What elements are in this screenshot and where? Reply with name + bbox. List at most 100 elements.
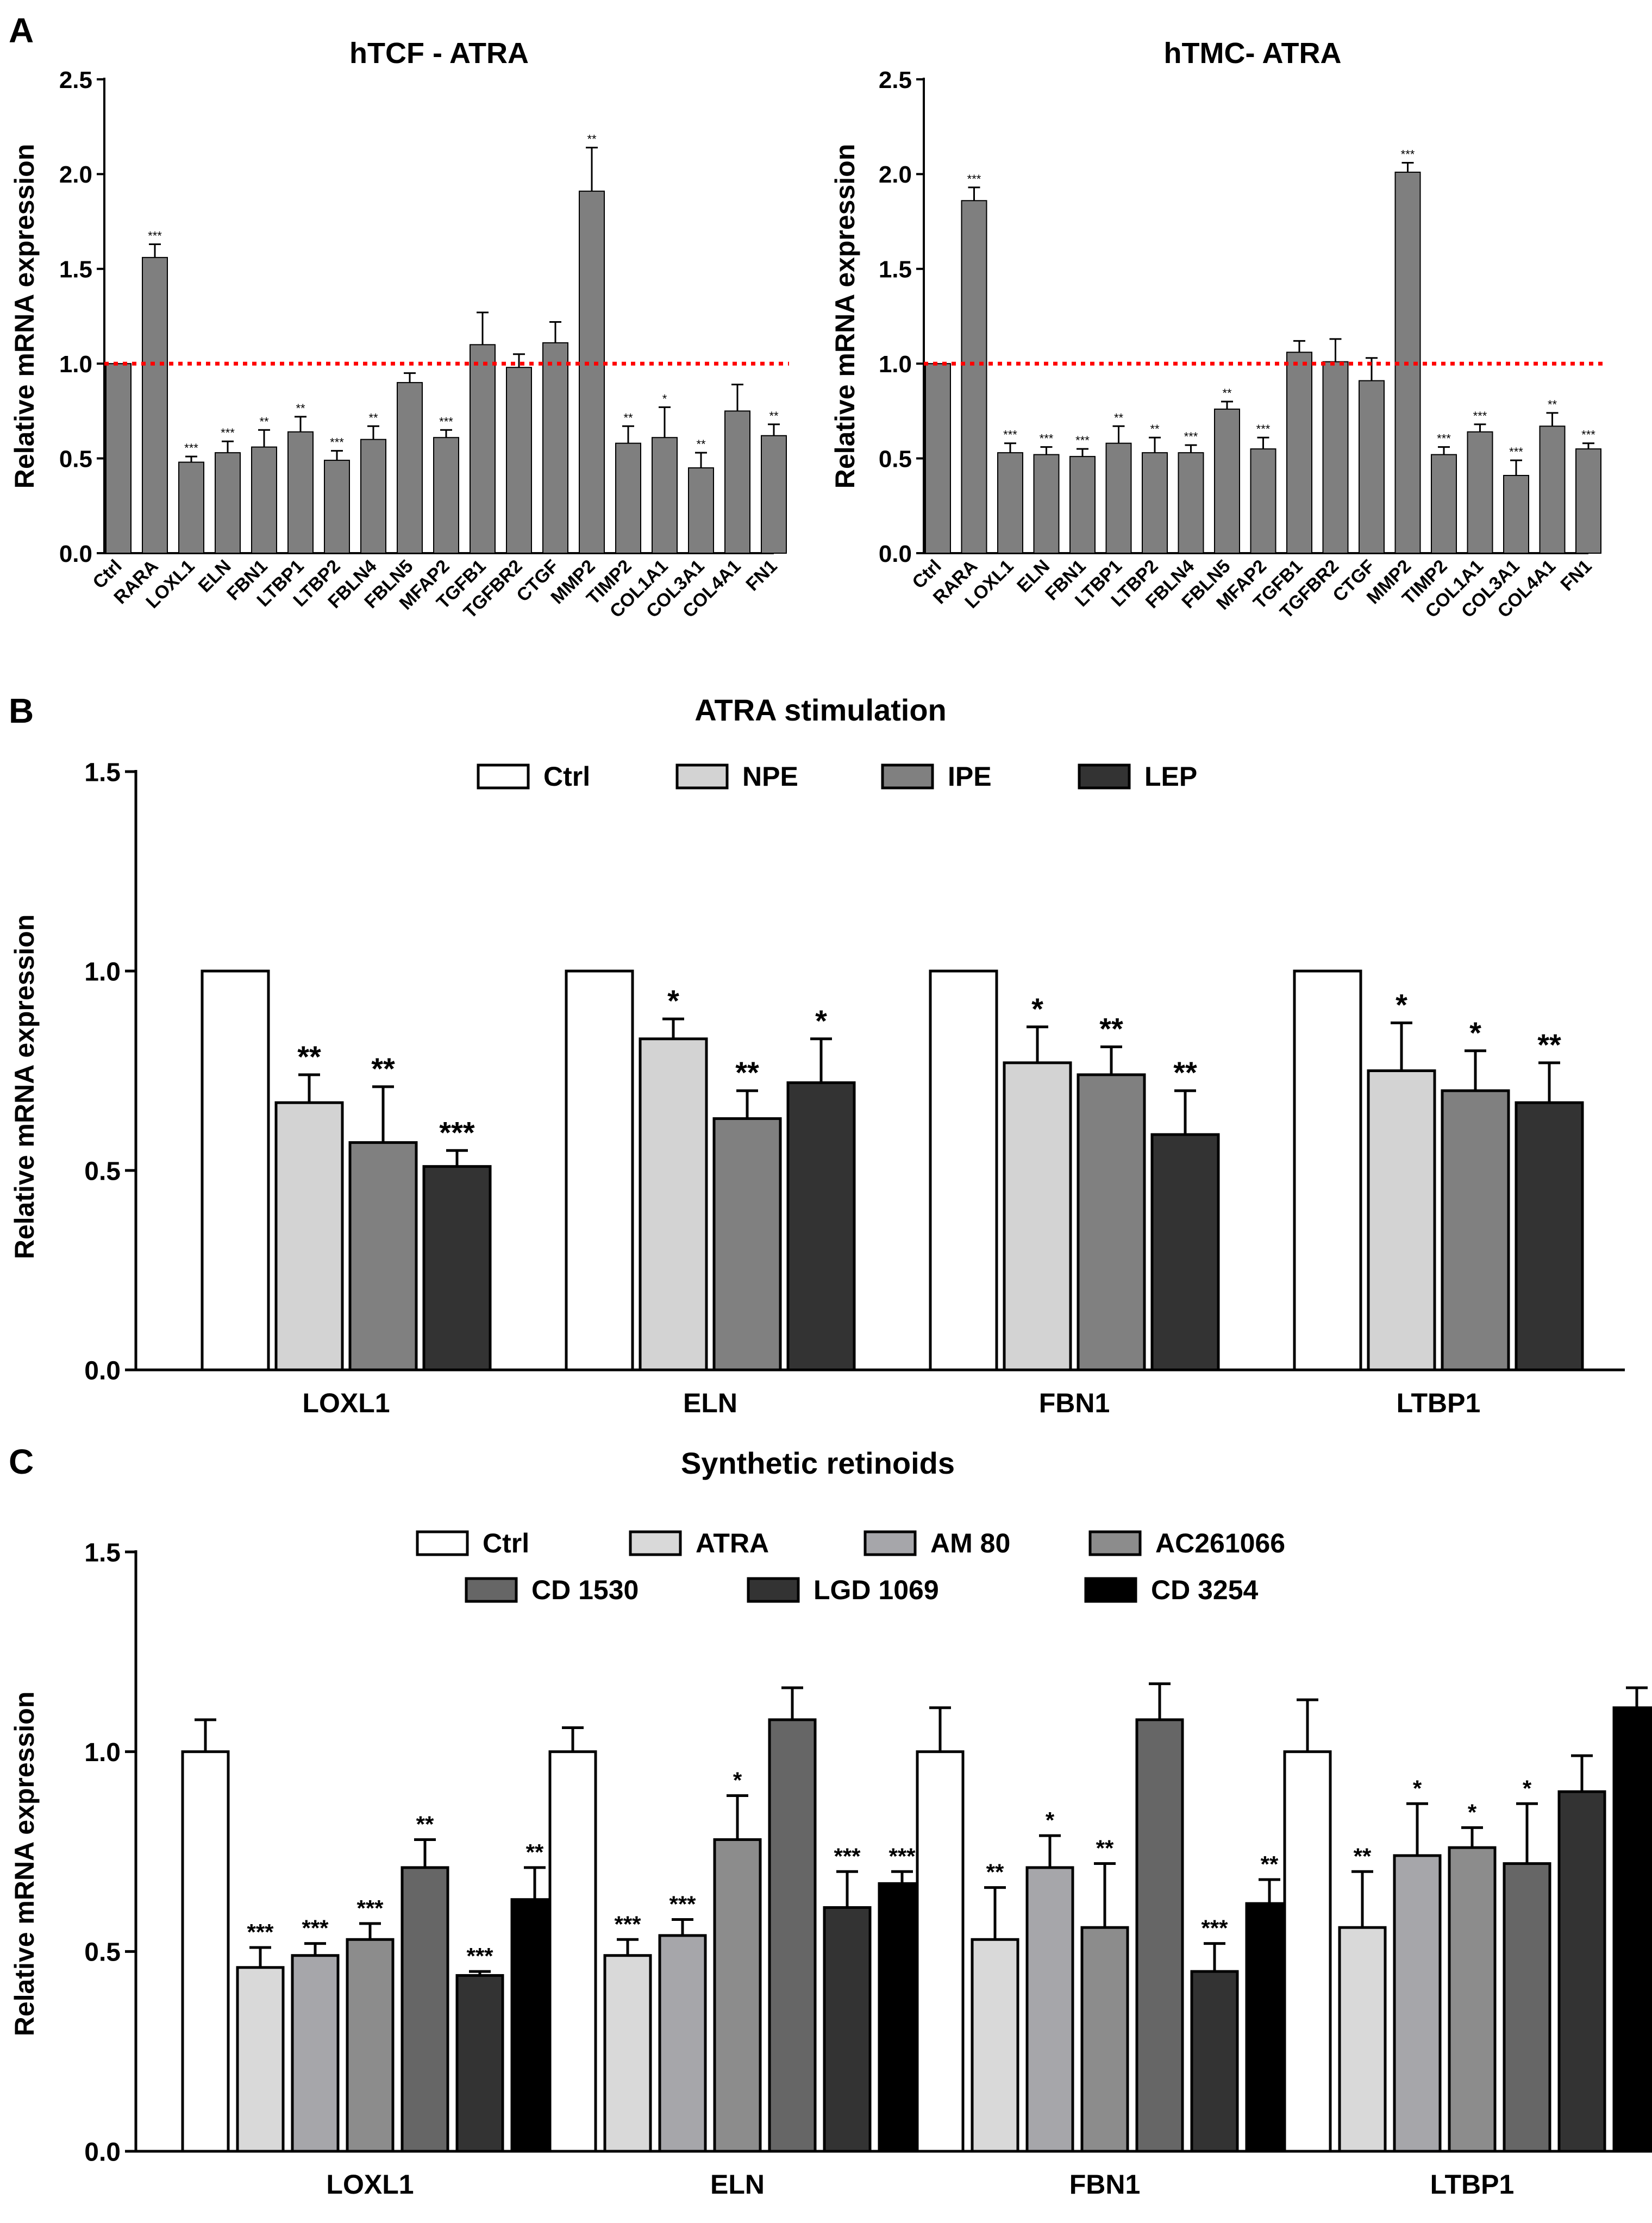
bar (1283, 1750, 1332, 2153)
y-tick-label: 2.5 (879, 67, 912, 93)
bar (506, 367, 532, 554)
chart-synthetic-retinoids: Synthetic retinoids Relative mRNA expres… (9, 1446, 1652, 2200)
panel-letter-c: C (9, 1442, 34, 1481)
significance-label: ** (1173, 1055, 1197, 1089)
significance-label: ** (259, 415, 269, 428)
legend-swatch (629, 1530, 682, 1556)
significance-label: ** (297, 1040, 321, 1074)
bar (1250, 448, 1276, 554)
bar (1441, 1089, 1510, 1372)
y-tick-label: 0.0 (84, 1356, 121, 1385)
bar (768, 1718, 817, 2153)
bar (142, 256, 168, 554)
bar (713, 1838, 762, 2153)
significance-label: *** (221, 426, 235, 440)
bar (181, 1750, 230, 2153)
significance-label: ** (735, 1055, 759, 1089)
bar (1069, 456, 1096, 554)
significance-label: *** (1509, 445, 1523, 459)
significance-label: ** (1150, 422, 1160, 436)
chart-title: Synthetic retinoids (681, 1446, 955, 1480)
bar (823, 1906, 872, 2153)
y-axis-label: Relative mRNA expression (9, 1692, 40, 2037)
significance-label: *** (439, 1115, 475, 1149)
significance-label: ** (769, 409, 779, 423)
bar (916, 1750, 965, 2153)
bar (997, 452, 1023, 554)
bar (401, 1866, 449, 2153)
legend-label: ATRA (696, 1528, 769, 1558)
y-tick-label: 1.0 (84, 1738, 121, 1767)
significance-label: *** (466, 1943, 493, 1969)
y-tick-label: 1.5 (879, 256, 912, 283)
legend-swatch (1084, 1577, 1137, 1603)
significance-label: *** (1201, 1915, 1228, 1941)
bar (178, 461, 204, 554)
significance-label: * (1413, 1775, 1422, 1801)
significance-label: *** (247, 1919, 274, 1945)
bar (1503, 1862, 1551, 2153)
bar (1367, 1069, 1436, 1372)
y-tick-label: 1.5 (59, 256, 92, 283)
y-tick-label: 2.5 (59, 67, 92, 93)
bar (1214, 408, 1240, 554)
significance-label: * (1469, 1016, 1481, 1050)
bar (925, 363, 951, 554)
legend-label: Ctrl (483, 1528, 529, 1558)
bar (1286, 352, 1312, 554)
significance-label: *** (1184, 430, 1198, 443)
bar (274, 1101, 344, 1372)
x-tick-label: LOXL1 (326, 2169, 414, 2200)
significance-label: * (1523, 1775, 1532, 1801)
significance-label: ** (986, 1859, 1004, 1885)
significance-label: *** (1075, 434, 1090, 447)
significance-label: *** (834, 1843, 861, 1869)
bar (971, 1938, 1019, 2153)
legend-swatch (1088, 1530, 1142, 1556)
y-tick-label: 0.5 (879, 446, 912, 472)
bar (455, 1974, 504, 2153)
significance-label: *** (148, 229, 162, 242)
chart-title: hTMC- ATRA (1164, 37, 1342, 70)
bar (1105, 442, 1132, 554)
bar (761, 435, 787, 554)
significance-label: ** (371, 1051, 395, 1086)
panel-letter-a: A (9, 11, 34, 50)
legend-swatch (675, 763, 729, 790)
legend-swatch (477, 763, 530, 790)
chart-title: ATRA stimulation (694, 693, 947, 727)
x-tick-label: LTBP1 (1430, 2169, 1515, 2200)
bar (929, 969, 998, 1372)
chart-atra-stimulation: ATRA stimulation Relative mRNA expressio… (9, 693, 1625, 1418)
significance-label: *** (1581, 428, 1595, 442)
bar (1293, 969, 1362, 1372)
legend-swatch (863, 1530, 917, 1556)
y-tick-label: 0.0 (84, 2138, 121, 2166)
significance-label: ** (1261, 1851, 1279, 1877)
bar (348, 1141, 418, 1372)
chart-htmc-atra: hTMC- ATRA Relative mRNA expression 0.0 0… (830, 37, 1604, 623)
bar (1393, 1854, 1442, 2153)
y-axis-label: Relative mRNA expression (9, 915, 40, 1260)
legend-label: LGD 1069 (814, 1575, 939, 1605)
bar (236, 1966, 285, 2153)
legend-swatch (1078, 763, 1131, 790)
significance-label: *** (1040, 432, 1054, 446)
y-tick-label: 0.5 (84, 1938, 121, 1967)
bar (639, 1037, 708, 1372)
bar (422, 1165, 492, 1372)
bar (470, 344, 496, 554)
legend-swatch (416, 1530, 469, 1556)
bar (1575, 448, 1601, 554)
bar (1190, 1970, 1239, 2153)
chart-htcf-atra: hTCF - ATRA Relative mRNA expression 0.0… (9, 37, 789, 623)
y-tick-label: 1.0 (59, 351, 92, 378)
significance-label: ** (368, 411, 378, 424)
x-tick-label: FBN1 (1039, 1388, 1110, 1418)
bar (1448, 1846, 1497, 2153)
bar (652, 437, 678, 554)
x-tick-label: LOXL1 (302, 1388, 390, 1418)
significance-label: *** (1256, 422, 1271, 436)
y-tick-label: 0.5 (84, 1157, 121, 1186)
